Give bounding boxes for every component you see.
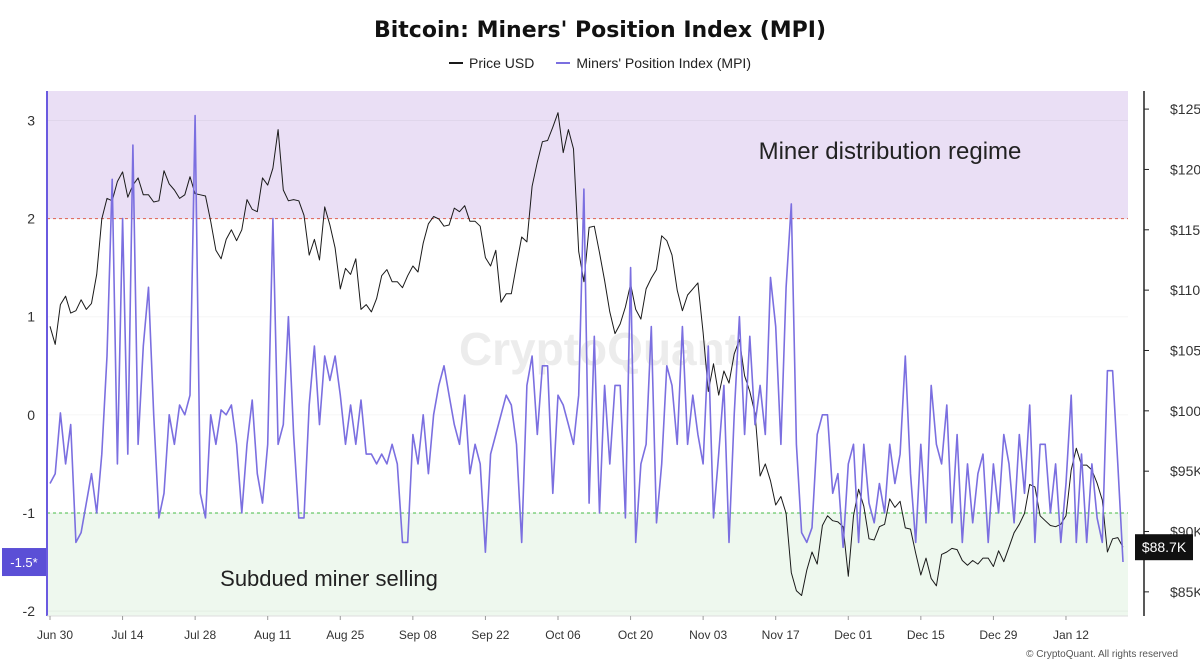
left-tick-label: 3 <box>27 112 35 128</box>
right-tick-label: $105K <box>1170 342 1200 358</box>
copyright: © CryptoQuant. All rights reserved <box>1026 649 1178 660</box>
axes-layer: 3 2 1 0 -1 -2 $125K $120K $115K $110K $105K $100K $9… <box>23 91 1200 642</box>
subdued-region <box>47 512 1128 616</box>
watermark: CryptoQuant <box>459 323 740 375</box>
price-current-badge <box>1135 534 1193 561</box>
current-labels-layer: -1.5* $88.7K <box>2 534 1193 577</box>
left-tick-label: -2 <box>23 603 36 619</box>
price-current-value: $88.7K <box>1142 539 1187 555</box>
region-label-layer: Miner distribution regime Subdued miner s… <box>220 138 1021 591</box>
right-tick-label: $115K <box>1170 222 1200 238</box>
x-tick-label: Jul 28 <box>184 628 216 642</box>
legend-swatch-price <box>449 62 463 64</box>
mpi-line <box>49 114 1124 563</box>
x-tick-label: Jun 30 <box>37 628 73 642</box>
subdued-region-label: Subdued miner selling <box>220 566 438 591</box>
x-tick-label: Jul 14 <box>112 628 144 642</box>
distribution-region-label: Miner distribution regime <box>759 138 1022 165</box>
x-tick-label: Oct 20 <box>618 628 654 642</box>
x-tick-label: Sep 08 <box>399 628 437 642</box>
left-tick-label: 0 <box>27 407 35 423</box>
x-tick-label: Dec 29 <box>979 628 1017 642</box>
mpi-current-value: -1.5* <box>10 555 37 570</box>
x-tick-label: Aug 25 <box>326 628 364 642</box>
regions-layer <box>47 91 1128 616</box>
x-tick-label: Dec 01 <box>834 628 872 642</box>
left-tick-label: 1 <box>27 309 35 325</box>
mpi-layer <box>49 114 1124 563</box>
legend-swatch-mpi <box>556 62 571 64</box>
right-tick-label: $100K <box>1170 403 1200 419</box>
chart-title: Bitcoin: Miners' Position Index (MPI) <box>373 18 827 43</box>
legend: Price USD Miners' Position Index (MPI) <box>0 55 1200 71</box>
watermark-layer: CryptoQuant <box>459 323 740 375</box>
left-tick-label: -1 <box>23 505 36 521</box>
x-tick-label: Nov 17 <box>762 628 800 642</box>
x-tick-label: Aug 11 <box>254 628 291 642</box>
legend-label-price: Price USD <box>469 55 535 71</box>
right-tick-label: $95K <box>1170 463 1200 479</box>
right-tick-label: $125K <box>1170 101 1200 117</box>
x-tick-label: Oct 06 <box>545 628 581 642</box>
price-line <box>49 112 1124 596</box>
mpi-current-badge <box>2 548 46 577</box>
legend-item-price[interactable]: Price USD <box>449 55 534 71</box>
right-tick-label: $85K <box>1170 584 1200 600</box>
left-tick-label: 2 <box>27 211 35 227</box>
right-tick-label: $120K <box>1170 161 1200 177</box>
x-tick-label: Nov 03 <box>689 628 727 642</box>
distribution-region <box>47 91 1128 219</box>
legend-label-mpi: Miners' Position Index (MPI) <box>576 55 751 71</box>
threshold-layer <box>47 218 1128 514</box>
legend-item-mpi[interactable]: Miners' Position Index (MPI) <box>556 55 751 71</box>
x-tick-label: Dec 15 <box>907 628 945 642</box>
price-layer <box>49 112 1124 596</box>
right-tick-label: $110K <box>1170 282 1200 298</box>
x-tick-label: Sep 22 <box>471 628 509 642</box>
x-tick-label: Jan 12 <box>1053 628 1089 642</box>
